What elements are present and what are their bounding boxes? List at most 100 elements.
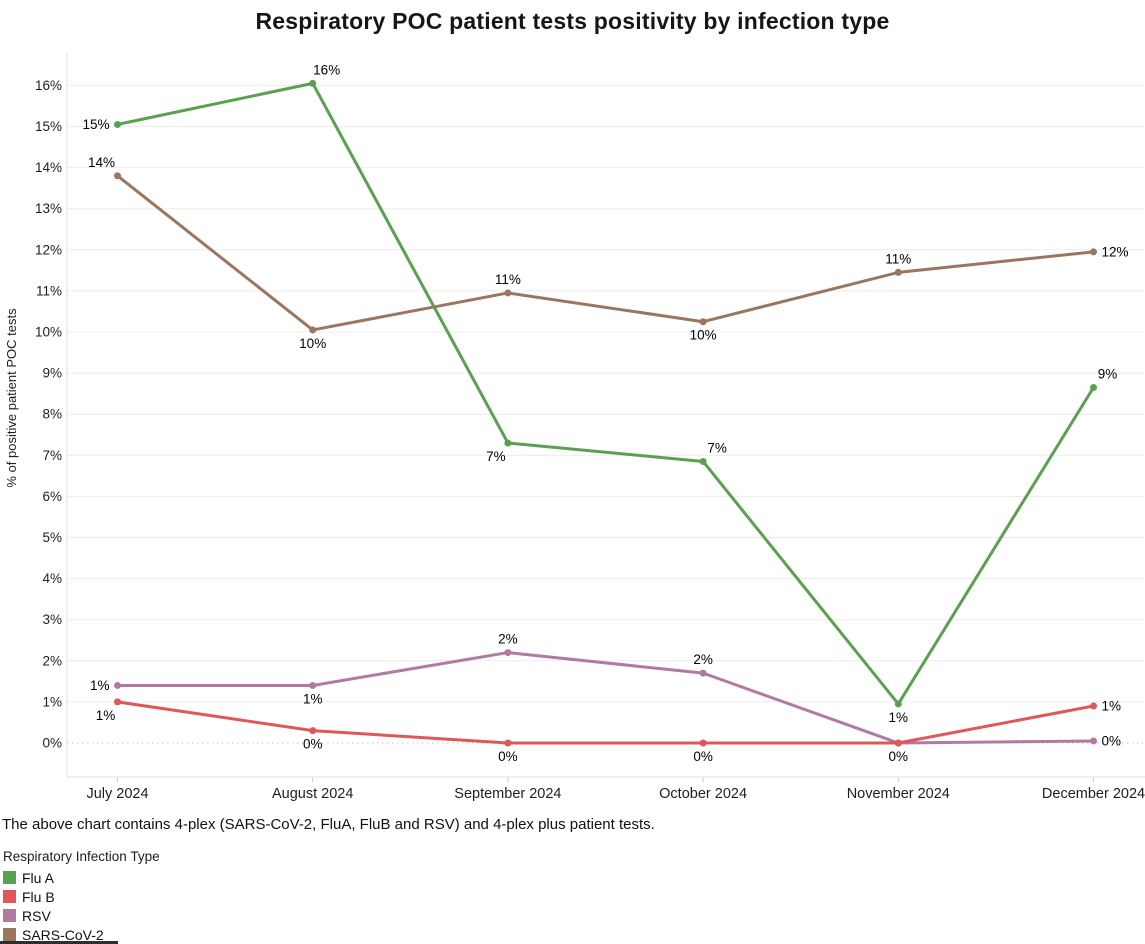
- x-tick-label: November 2024: [847, 786, 950, 802]
- data-label-sars-cov-2: 14%: [88, 155, 115, 170]
- x-tick-label: August 2024: [272, 786, 353, 802]
- data-point-sars-cov-2[interactable]: [504, 289, 512, 297]
- data-label-rsv: 1%: [90, 678, 110, 693]
- data-label-rsv: 2%: [693, 652, 713, 667]
- legend-swatch: [3, 928, 16, 941]
- data-label-flu-b: 0%: [693, 749, 713, 764]
- data-label-sars-cov-2: 11%: [495, 272, 521, 287]
- data-label-flu-b: 0%: [303, 737, 323, 752]
- data-point-flu-b[interactable]: [699, 739, 707, 747]
- data-label-sars-cov-2: 11%: [885, 251, 911, 266]
- data-point-sars-cov-2[interactable]: [309, 326, 317, 334]
- data-point-rsv[interactable]: [309, 681, 317, 689]
- series-line-flu-a: [117, 81, 1095, 706]
- y-tick-label: 12%: [35, 242, 62, 257]
- gridlines: [67, 84, 1144, 744]
- legend-label: Flu B: [22, 888, 55, 905]
- data-label-flu-a: 1%: [889, 710, 909, 725]
- y-tick-label: 2%: [42, 653, 62, 668]
- series-line-sars-cov-2: [116, 174, 1094, 332]
- data-point-flu-b[interactable]: [894, 739, 902, 747]
- legend-swatch: [3, 909, 16, 922]
- data-label-rsv: 2%: [498, 632, 518, 647]
- y-tick-label: 1%: [42, 694, 62, 709]
- y-tick-label: 13%: [35, 201, 62, 216]
- data-label-flu-b: 1%: [96, 708, 116, 723]
- data-label-sars-cov-2: 12%: [1102, 244, 1129, 259]
- data-label-flu-a: 16%: [313, 62, 340, 77]
- series-rsv: 1% 1% 2% 2% 0%: [90, 632, 1121, 749]
- y-tick-label: 4%: [42, 571, 62, 586]
- legend-item-sars-cov-2[interactable]: SARS-CoV-2: [3, 925, 160, 944]
- data-point-sars-cov-2[interactable]: [699, 318, 707, 326]
- data-point-flu-a[interactable]: [504, 439, 512, 447]
- series-sars-cov-2: 14% 10% 11% 10% 11% 12%: [88, 155, 1129, 351]
- legend-item-rsv[interactable]: RSV: [3, 906, 160, 925]
- y-tick-label: 6%: [42, 489, 62, 504]
- data-point-flu-a[interactable]: [114, 120, 121, 128]
- y-tick-label: 14%: [35, 160, 62, 175]
- data-point-flu-a[interactable]: [309, 79, 317, 87]
- legend-swatch: [3, 890, 16, 903]
- y-tick-label: 8%: [42, 407, 62, 422]
- x-axis-ticks: July 2024 August 2024 September 2024 Octobe…: [86, 777, 1145, 802]
- data-point-sars-cov-2[interactable]: [894, 268, 902, 276]
- legend-item-flu-a[interactable]: Flu A: [3, 868, 160, 887]
- y-tick-label: 11%: [36, 283, 62, 298]
- data-point-flu-a[interactable]: [1090, 383, 1097, 391]
- legend-label: SARS-CoV-2: [22, 926, 104, 943]
- x-tick-label: September 2024: [454, 786, 561, 802]
- legend-label: Flu A: [22, 869, 54, 886]
- legend-item-flu-b[interactable]: Flu B: [3, 887, 160, 906]
- data-label-sars-cov-2: 10%: [299, 336, 326, 351]
- legend-title: Respiratory Infection Type: [3, 849, 160, 864]
- y-tick-label: 10%: [35, 325, 62, 340]
- data-label-sars-cov-2: 10%: [690, 328, 717, 343]
- data-point-flu-b[interactable]: [114, 698, 121, 706]
- data-label-rsv: 1%: [303, 691, 323, 706]
- data-label-flu-a: 9%: [1098, 366, 1118, 381]
- x-tick-label: July 2024: [86, 786, 148, 802]
- data-label-flu-a: 7%: [707, 440, 727, 455]
- cutoff-element: [0, 941, 118, 944]
- data-point-rsv[interactable]: [699, 669, 707, 677]
- y-tick-label: 0%: [42, 736, 62, 751]
- data-point-flu-b[interactable]: [309, 727, 317, 735]
- series-line-flu-b: [117, 700, 1094, 745]
- data-point-flu-a[interactable]: [699, 457, 707, 465]
- chart-title: Respiratory POC patient tests positivity…: [255, 8, 890, 34]
- data-point-sars-cov-2[interactable]: [1090, 248, 1097, 256]
- legend-label: RSV: [22, 907, 51, 924]
- axes: [66, 53, 1145, 778]
- data-point-flu-b[interactable]: [1090, 702, 1097, 710]
- data-label-flu-a: 7%: [486, 449, 506, 464]
- y-tick-label: 15%: [35, 119, 62, 134]
- data-point-rsv[interactable]: [1090, 737, 1097, 745]
- data-point-sars-cov-2[interactable]: [114, 172, 121, 180]
- series-flu-b: 1% 0% 0% 0% 0% 1%: [96, 698, 1121, 764]
- y-tick-label: 5%: [42, 530, 62, 545]
- data-point-rsv[interactable]: [114, 681, 121, 689]
- y-tick-label: 9%: [42, 366, 62, 381]
- line-chart: 0% 1% 2% 3% 4% 5% 6% 7% 8% 9% 10% 11% 12% 13% 14% 15% 16…: [4, 53, 1145, 802]
- data-label-flu-a: 15%: [82, 117, 109, 132]
- data-label-flu-b: 0%: [889, 749, 909, 764]
- data-point-flu-a[interactable]: [894, 700, 902, 708]
- y-tick-label: 3%: [42, 612, 62, 627]
- y-axis-title: % of positive patient POC tests: [4, 308, 19, 488]
- data-label-flu-b: 1%: [1102, 699, 1122, 714]
- y-tick-label: 16%: [35, 78, 62, 93]
- legend: Respiratory Infection Type Flu A Flu B RSV…: [3, 849, 160, 944]
- chart-caption: The above chart contains 4-plex (SARS-Co…: [2, 816, 655, 833]
- series-flu-a: 15% 16% 7% 7% 1% 9%: [82, 62, 1117, 725]
- data-point-rsv[interactable]: [504, 649, 512, 657]
- legend-items: Flu A Flu B RSV SARS-CoV-2: [3, 868, 160, 944]
- y-axis-ticks: 0% 1% 2% 3% 4% 5% 6% 7% 8% 9% 10% 11% 12% 13% 14% 15% 16…: [35, 78, 62, 751]
- data-label-flu-b: 0%: [498, 749, 518, 764]
- x-tick-label: October 2024: [659, 786, 747, 802]
- x-tick-label: December 2024: [1042, 786, 1145, 802]
- series-line-rsv: [117, 651, 1094, 745]
- data-point-flu-b[interactable]: [504, 739, 512, 747]
- legend-swatch: [3, 871, 16, 884]
